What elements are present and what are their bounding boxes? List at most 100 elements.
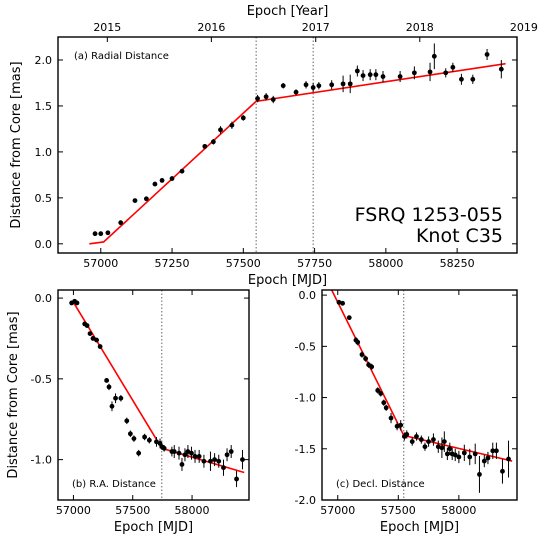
marker [414,434,419,439]
marker [498,66,504,72]
data-point [447,442,453,455]
marker [367,72,373,78]
data-point [426,436,431,447]
x-tick-label: 57500 [115,504,150,517]
data-point [450,62,456,72]
year-tick-label: 2015 [93,21,121,34]
y-tick-label: -0.5 [31,373,52,386]
marker [118,220,124,226]
source-name: FSRQ 1253-055 [355,204,503,226]
data-point [84,323,90,328]
data-point [303,81,309,89]
data-point [146,437,152,444]
data-point [418,435,424,444]
marker [228,449,234,454]
data-point [414,432,419,441]
marker [84,323,90,328]
marker [201,458,207,464]
x-tick-label: 58000 [175,504,210,517]
marker [381,400,387,406]
marker [142,434,148,440]
marker [196,453,202,459]
data-point [229,121,235,129]
x-tick-label: 57750 [297,257,332,270]
data-point [87,331,93,337]
marker [397,74,403,79]
marker [472,451,478,457]
data-point [98,231,104,237]
marker [263,94,269,100]
marker [450,64,456,70]
marker [452,452,458,458]
data-point [481,454,487,468]
data-point [355,339,361,346]
marker [435,444,441,450]
data-point [201,454,207,468]
marker [74,300,80,306]
data-point [354,65,360,77]
marker [221,465,226,471]
data-point [336,299,342,305]
marker [340,300,345,306]
x-tick-label: 58000 [441,504,476,517]
data-point [369,363,375,370]
data-point [179,458,185,471]
marker [152,181,158,187]
marker [92,231,98,237]
panel-a: 57000 57250 57500 57750 58000 58250 0.0 0.5 1.0 1… [9,4,538,288]
data-point [346,315,352,321]
data-point [118,395,124,402]
marker [340,81,346,87]
data-point [373,69,379,81]
x-tick-label: 57250 [155,257,190,270]
marker [441,439,447,445]
data-point [506,440,511,478]
x-tick-label: 57000 [320,504,355,517]
marker [182,452,188,458]
data-point [224,448,230,462]
marker [485,455,491,461]
panel-label: (c) Decl. Distance [336,479,425,490]
data-point [106,383,112,391]
data-point [152,181,158,187]
marker [500,468,505,474]
data-point [182,448,188,462]
marker [310,85,316,90]
panel-c: 57000 57500 58000 0.0 -0.5 -1.0 -1.5 -2.0 Epoch … [295,289,518,535]
y-tick-label: 1.5 [35,100,53,113]
marker [506,456,511,462]
marker [409,439,415,445]
data-point [142,433,148,441]
marker [477,471,482,477]
marker [373,72,379,78]
data-point [189,446,194,460]
marker [444,451,450,457]
marker [171,449,177,454]
x-tick-label: 58000 [368,257,403,270]
data-point [443,68,449,78]
year-tick-label: 2016 [197,21,225,34]
data-point [202,143,208,149]
y-tick-label: 2.0 [35,54,53,67]
marker [124,418,130,424]
y-tick-label: 1.0 [35,146,53,159]
year-tick-label: 2019 [510,21,538,34]
data-point [431,43,437,70]
data-point [104,378,110,383]
plot-frame [57,289,250,501]
data-point [409,437,415,446]
marker [383,405,389,411]
data-point [132,198,138,204]
data-point [280,82,286,89]
data-point [456,450,462,464]
data-point [404,430,410,439]
data-point [113,393,118,404]
x-axis-label: Epoch [MJD] [380,520,459,535]
data-point [109,401,115,412]
marker [127,431,133,437]
data-point [367,69,373,81]
marker [179,462,185,467]
marker [481,458,487,464]
marker [398,422,404,428]
data-point [154,437,159,447]
